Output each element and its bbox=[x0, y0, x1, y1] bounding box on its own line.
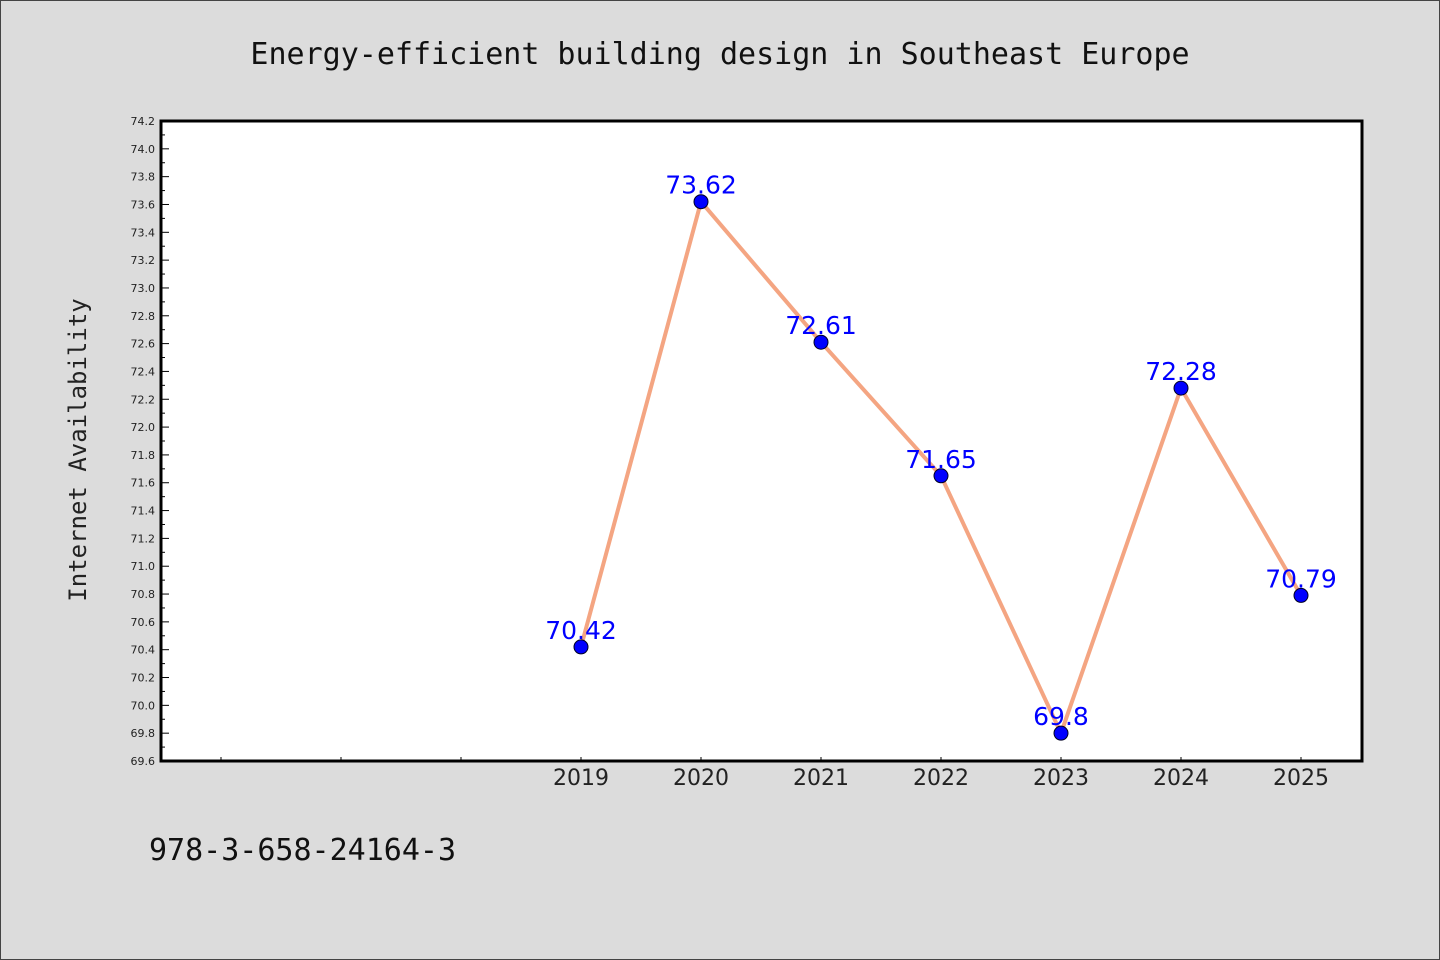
data-label: 72.61 bbox=[785, 311, 857, 340]
x-tick-label: 2025 bbox=[1273, 766, 1329, 791]
x-tick-label: 2020 bbox=[673, 766, 729, 791]
y-tick-label: 69.8 bbox=[131, 727, 156, 740]
data-label: 69.8 bbox=[1033, 702, 1089, 731]
y-tick-label: 71.2 bbox=[131, 532, 156, 545]
y-tick-label: 71.4 bbox=[131, 505, 156, 518]
y-tick-label: 72.0 bbox=[131, 421, 156, 434]
chart-title: Energy-efficient building design in Sout… bbox=[250, 37, 1189, 72]
data-label: 70.42 bbox=[545, 616, 617, 645]
y-tick-label: 70.2 bbox=[131, 672, 156, 685]
isbn-footer: 978-3-658-24164-3 bbox=[149, 833, 457, 868]
y-tick-label: 71.8 bbox=[131, 449, 156, 462]
data-point bbox=[693, 194, 709, 210]
data-point bbox=[1053, 725, 1069, 741]
data-point bbox=[1293, 587, 1309, 603]
y-axis: 69.6 69.8 70.0 70.2 70.4 70.6 70.8 71.0 71.2 71.4… bbox=[131, 115, 169, 768]
y-tick-label: 71.0 bbox=[131, 560, 156, 573]
y-tick-label: 74.0 bbox=[131, 143, 156, 156]
x-tick-label: 2022 bbox=[913, 766, 969, 791]
y-tick-label: 72.2 bbox=[131, 393, 156, 406]
y-tick-label: 70.0 bbox=[131, 699, 156, 712]
data-point bbox=[1173, 380, 1189, 396]
data-label: 73.62 bbox=[665, 171, 737, 200]
y-axis-label: Internet Availability bbox=[64, 298, 92, 601]
x-axis: 2019 2020 2021 2022 2023 2024 2025 bbox=[220, 757, 1329, 791]
data-label: 72.28 bbox=[1145, 357, 1217, 386]
y-tick-label: 74.2 bbox=[131, 115, 156, 128]
y-tick-label: 69.6 bbox=[131, 755, 156, 768]
data-point bbox=[933, 468, 949, 484]
data-point bbox=[573, 639, 589, 655]
y-tick-label: 73.4 bbox=[131, 226, 156, 239]
y-tick-label: 70.6 bbox=[131, 616, 156, 629]
y-tick-label: 73.0 bbox=[131, 282, 156, 295]
x-tick-label: 2023 bbox=[1033, 766, 1089, 791]
series-layer: 70.42 73.62 72.61 71.65 69.8 72.28 70.79 bbox=[545, 171, 1337, 741]
y-tick-label: 72.8 bbox=[131, 310, 156, 323]
y-tick-label: 72.6 bbox=[131, 338, 156, 351]
y-tick-label: 70.8 bbox=[131, 588, 156, 601]
y-tick-label: 73.8 bbox=[131, 171, 156, 184]
y-tick-label: 73.2 bbox=[131, 254, 156, 267]
plot-area bbox=[159, 119, 1364, 763]
data-label: 71.65 bbox=[905, 445, 977, 474]
x-tick-label: 2024 bbox=[1153, 766, 1209, 791]
y-tick-label: 71.6 bbox=[131, 477, 156, 490]
x-tick-label: 2019 bbox=[553, 766, 609, 791]
data-label: 70.79 bbox=[1265, 564, 1337, 593]
y-tick-label: 70.4 bbox=[131, 644, 156, 657]
y-tick-label: 72.4 bbox=[131, 365, 156, 378]
y-tick-label: 73.6 bbox=[131, 198, 156, 211]
x-tick-label: 2021 bbox=[793, 766, 849, 791]
data-point bbox=[813, 334, 829, 350]
